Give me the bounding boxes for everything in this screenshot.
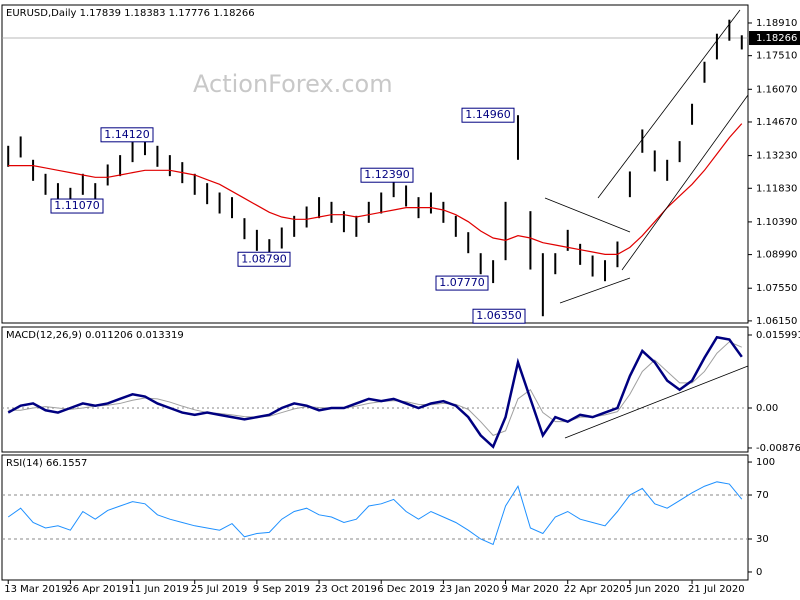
panel-frame (1, 326, 749, 453)
y-tick-label: 1.16070 (756, 84, 797, 95)
x-tick-label: 23 Jan 2020 (439, 584, 499, 595)
annotation-box (50, 198, 104, 214)
trend-line (564, 365, 749, 439)
y-tick-label: 100 (756, 457, 775, 468)
panel-title: RSI(14) 66.1557 (6, 458, 87, 469)
annotation-box (360, 167, 414, 183)
x-tick-label: 9 Sep 2019 (253, 584, 310, 595)
indicator-line (7, 481, 743, 546)
panel-frame (1, 4, 749, 324)
moving-average (8, 123, 743, 255)
y-tick-label: 0.015991 (756, 330, 800, 341)
x-tick-label: 25 Jul 2019 (191, 584, 248, 595)
x-tick-label: 11 Jun 2019 (129, 584, 189, 595)
annotation-label: 1.11070 (54, 199, 100, 212)
x-tick-label: 26 Apr 2019 (66, 584, 128, 595)
indicator-line (7, 335, 743, 449)
panel-title: EURUSD,Daily 1.17839 1.18383 1.17776 1.1… (6, 8, 255, 19)
panel-frame (1, 454, 749, 581)
y-tick-label: 0.00 (756, 403, 778, 414)
annotation-label: 1.06350 (476, 309, 522, 322)
indicator-line (8, 341, 742, 436)
annotation-box (472, 308, 526, 324)
x-tick-label: 21 Jul 2020 (688, 584, 745, 595)
y-tick-label: 1.18910 (756, 18, 797, 29)
trend-line (597, 9, 741, 199)
x-tick-label: 6 Dec 2019 (377, 584, 435, 595)
y-tick-label: -0.00876 (756, 443, 800, 454)
trend-line (621, 94, 749, 271)
annotation-label: 1.12390 (364, 168, 410, 181)
x-tick-label: 23 Oct 2019 (315, 584, 377, 595)
last-price-label: 1.18266 (756, 33, 797, 44)
annotation-label: 1.08790 (241, 252, 287, 265)
last-price-box (749, 31, 800, 46)
plot-layer: EURUSD,Daily 1.17839 1.18383 1.17776 1.1… (1, 4, 800, 595)
annotation-box (100, 127, 154, 143)
y-tick-label: 1.10390 (756, 217, 797, 228)
y-tick-label: 1.07550 (756, 283, 797, 294)
trend-line (544, 197, 631, 233)
y-tick-label: 1.13230 (756, 151, 797, 162)
y-tick-label: 1.11830 (756, 183, 797, 194)
watermark: ActionForex.com (193, 70, 393, 98)
x-tick-label: 13 Mar 2019 (4, 584, 67, 595)
x-tick-label: 22 Apr 2020 (564, 584, 626, 595)
y-tick-label: 30 (756, 534, 769, 545)
annotation-box (461, 107, 515, 123)
x-tick-label: 9 Mar 2020 (502, 584, 559, 595)
y-tick-label: 70 (756, 490, 769, 501)
annotation-box (237, 251, 291, 267)
trend-line (559, 277, 631, 304)
annotation-label: 1.07770 (439, 276, 485, 289)
annotation-label: 1.14960 (465, 108, 511, 121)
y-tick-label: 1.06150 (756, 316, 797, 327)
panel-title: MACD(12,26,9) 0.011206 0.013319 (6, 330, 184, 341)
y-tick-label: 1.08990 (756, 250, 797, 261)
y-tick-label: 1.14670 (756, 117, 797, 128)
annotation-box (435, 275, 489, 291)
x-tick-label: 5 Jun 2020 (626, 584, 680, 595)
y-tick-label: 0 (756, 567, 762, 578)
y-tick-label: 1.17510 (756, 51, 797, 62)
annotation-label: 1.14120 (104, 128, 150, 141)
